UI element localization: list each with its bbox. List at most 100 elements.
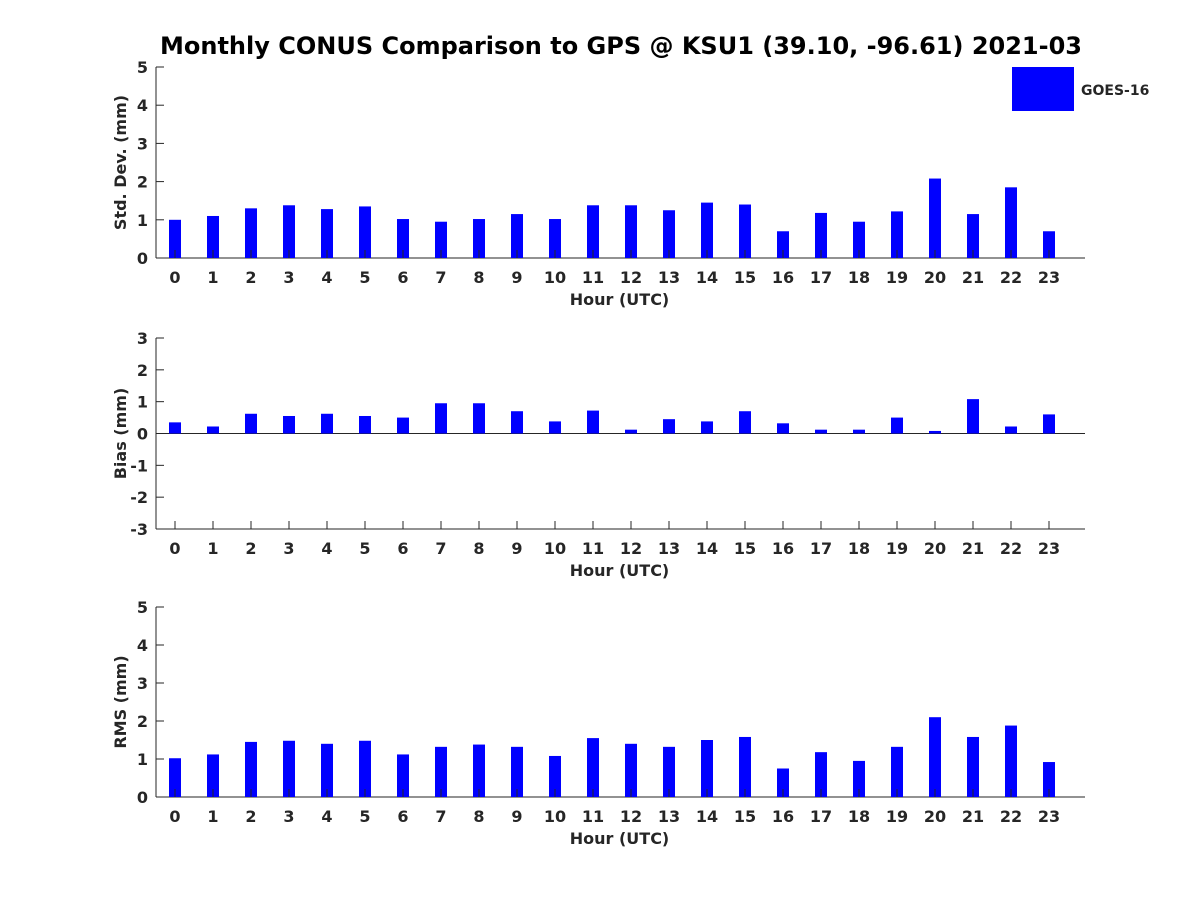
- x-tick-label: 18: [848, 807, 870, 826]
- y-tick-label: -1: [130, 456, 148, 475]
- x-tick-label: 11: [582, 268, 604, 287]
- legend-label: GOES-16: [1081, 83, 1149, 99]
- x-tick-label: 10: [544, 268, 566, 287]
- y-axis-label: Std. Dev. (mm): [111, 95, 130, 230]
- y-tick-label: 1: [137, 750, 148, 769]
- x-tick-label: 9: [511, 268, 522, 287]
- bar-hour-10: [549, 755, 561, 797]
- x-tick-label: 2: [245, 268, 256, 287]
- x-tick-label: 12: [620, 268, 642, 287]
- bar-hour-18: [853, 429, 865, 434]
- bar-hour-11: [587, 205, 599, 258]
- bar-hour-9: [511, 411, 523, 434]
- bar-hour-4: [321, 209, 333, 258]
- x-tick-label: 15: [734, 268, 756, 287]
- x-tick-label: 0: [169, 268, 180, 287]
- x-tick-label: 11: [582, 807, 604, 826]
- x-tick-label: 8: [473, 807, 484, 826]
- bar-hour-16: [777, 423, 789, 434]
- x-tick-label: 14: [696, 539, 718, 558]
- y-axis-label: Bias (mm): [111, 388, 130, 480]
- x-tick-label: 1: [207, 807, 218, 826]
- bar-hour-8: [473, 744, 485, 797]
- x-tick-label: 2: [245, 539, 256, 558]
- bar-hour-8: [473, 403, 485, 434]
- bar-hour-3: [283, 740, 295, 797]
- x-tick-label: 14: [696, 807, 718, 826]
- bar-hour-7: [435, 746, 447, 797]
- x-tick-label: 5: [359, 807, 370, 826]
- bar-hour-0: [169, 219, 181, 258]
- bar-hour-8: [473, 219, 485, 258]
- bar-hour-4: [321, 743, 333, 797]
- x-tick-label: 17: [810, 539, 832, 558]
- y-tick-label: 3: [137, 674, 148, 693]
- bar-hour-7: [435, 403, 447, 434]
- y-tick-label: 1: [137, 211, 148, 230]
- bar-hour-21: [967, 399, 979, 434]
- x-tick-label: 6: [397, 539, 408, 558]
- x-tick-label: 4: [321, 268, 332, 287]
- x-axis-label: Hour (UTC): [570, 561, 670, 580]
- x-tick-label: 7: [435, 807, 446, 826]
- x-tick-label: 6: [397, 807, 408, 826]
- x-tick-label: 15: [734, 539, 756, 558]
- x-tick-label: 13: [658, 807, 680, 826]
- bar-hour-17: [815, 429, 827, 434]
- x-tick-label: 20: [924, 539, 946, 558]
- y-tick-label: 2: [137, 361, 148, 380]
- bar-hour-13: [663, 210, 675, 258]
- y-tick-label: 0: [137, 249, 148, 268]
- bar-hour-2: [245, 208, 257, 258]
- x-tick-label: 5: [359, 268, 370, 287]
- x-tick-label: 18: [848, 539, 870, 558]
- bar-hour-14: [701, 421, 713, 434]
- bar-hour-23: [1043, 231, 1055, 258]
- x-tick-label: 22: [1000, 268, 1022, 287]
- x-tick-label: 23: [1038, 539, 1060, 558]
- bar-hour-12: [625, 429, 637, 434]
- bar-hour-17: [815, 752, 827, 797]
- bar-hour-6: [397, 417, 409, 434]
- x-tick-label: 9: [511, 807, 522, 826]
- x-tick-label: 21: [962, 539, 984, 558]
- y-tick-label: -2: [130, 488, 148, 507]
- x-tick-label: 1: [207, 539, 218, 558]
- x-tick-label: 3: [283, 539, 294, 558]
- bar-hour-20: [929, 178, 941, 258]
- bar-hour-6: [397, 219, 409, 258]
- bar-hour-13: [663, 746, 675, 797]
- bar-hour-2: [245, 413, 257, 434]
- x-tick-label: 19: [886, 268, 908, 287]
- bar-hour-3: [283, 415, 295, 434]
- x-tick-label: 22: [1000, 807, 1022, 826]
- bar-hour-1: [207, 754, 219, 797]
- x-tick-label: 22: [1000, 539, 1022, 558]
- bar-hour-1: [207, 215, 219, 258]
- bar-hour-1: [207, 426, 219, 434]
- x-tick-label: 15: [734, 807, 756, 826]
- bar-hour-5: [359, 740, 371, 797]
- y-tick-label: 4: [137, 96, 148, 115]
- bar-hour-22: [1005, 426, 1017, 434]
- x-tick-label: 10: [544, 807, 566, 826]
- bar-hour-23: [1043, 414, 1055, 434]
- x-tick-label: 0: [169, 539, 180, 558]
- bar-hour-6: [397, 754, 409, 797]
- x-tick-label: 12: [620, 539, 642, 558]
- chart-title: Monthly CONUS Comparison to GPS @ KSU1 (…: [160, 32, 1082, 60]
- bar-hour-10: [549, 219, 561, 258]
- bar-hour-4: [321, 413, 333, 434]
- bar-hour-20: [929, 430, 941, 434]
- x-tick-label: 20: [924, 807, 946, 826]
- y-tick-label: -3: [130, 520, 148, 539]
- bar-hour-14: [701, 202, 713, 258]
- bar-hour-21: [967, 736, 979, 797]
- y-tick-label: 4: [137, 636, 148, 655]
- x-tick-label: 10: [544, 539, 566, 558]
- y-tick-label: 2: [137, 173, 148, 192]
